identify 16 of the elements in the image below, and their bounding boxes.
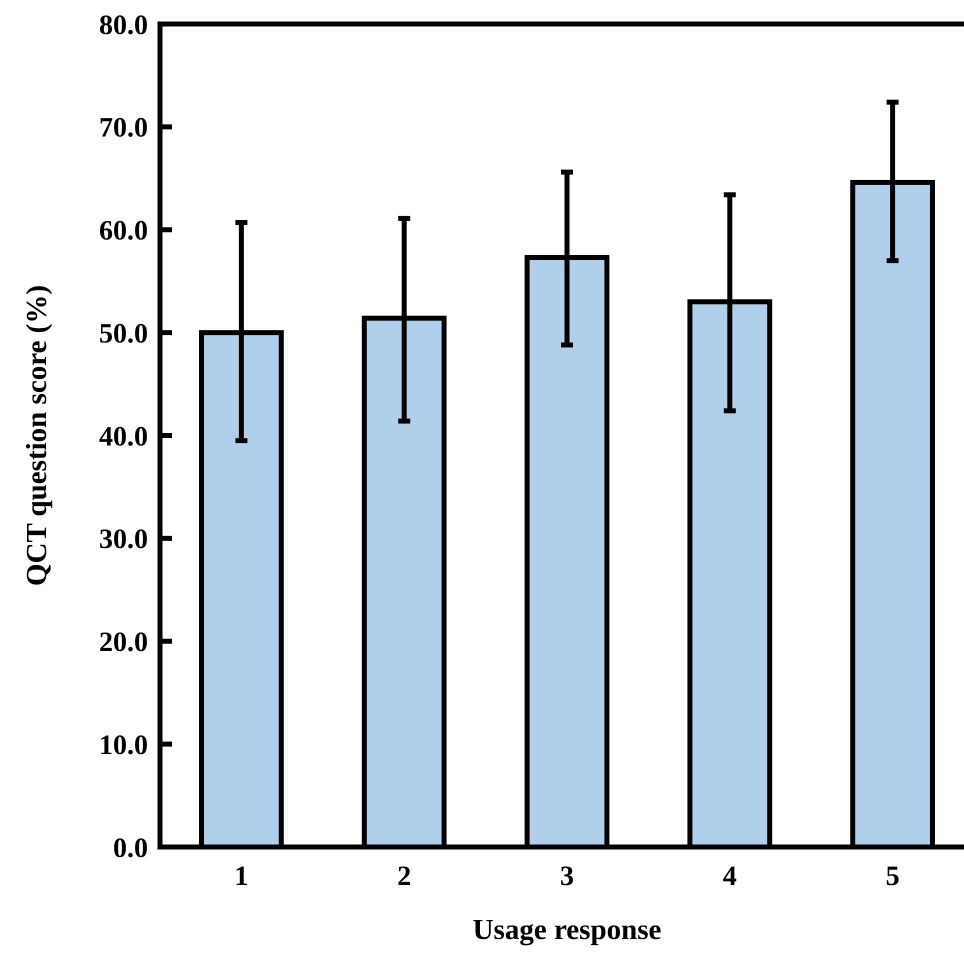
x-tick-label: 1 bbox=[234, 861, 248, 892]
y-tick-label: 60.0 bbox=[99, 216, 148, 247]
y-axis-title: QCT question score (%) bbox=[21, 284, 53, 586]
x-tick-label: 5 bbox=[886, 861, 900, 892]
y-tick-label: 0.0 bbox=[113, 832, 148, 864]
x-tick-label: 3 bbox=[560, 861, 574, 892]
y-tick-label: 50.0 bbox=[99, 318, 148, 350]
y-tick-label: 20.0 bbox=[99, 627, 148, 658]
x-axis-title: Usage response bbox=[472, 914, 662, 946]
y-tick-label: 10.0 bbox=[99, 730, 148, 761]
y-tick-label: 30.0 bbox=[99, 524, 148, 556]
y-tick-label: 40.0 bbox=[99, 421, 148, 452]
x-tick-label: 2 bbox=[397, 861, 412, 892]
y-tick-label: 70.0 bbox=[99, 112, 148, 144]
x-tick-label: 4 bbox=[722, 861, 737, 892]
y-tick-label: 80.0 bbox=[99, 10, 148, 41]
